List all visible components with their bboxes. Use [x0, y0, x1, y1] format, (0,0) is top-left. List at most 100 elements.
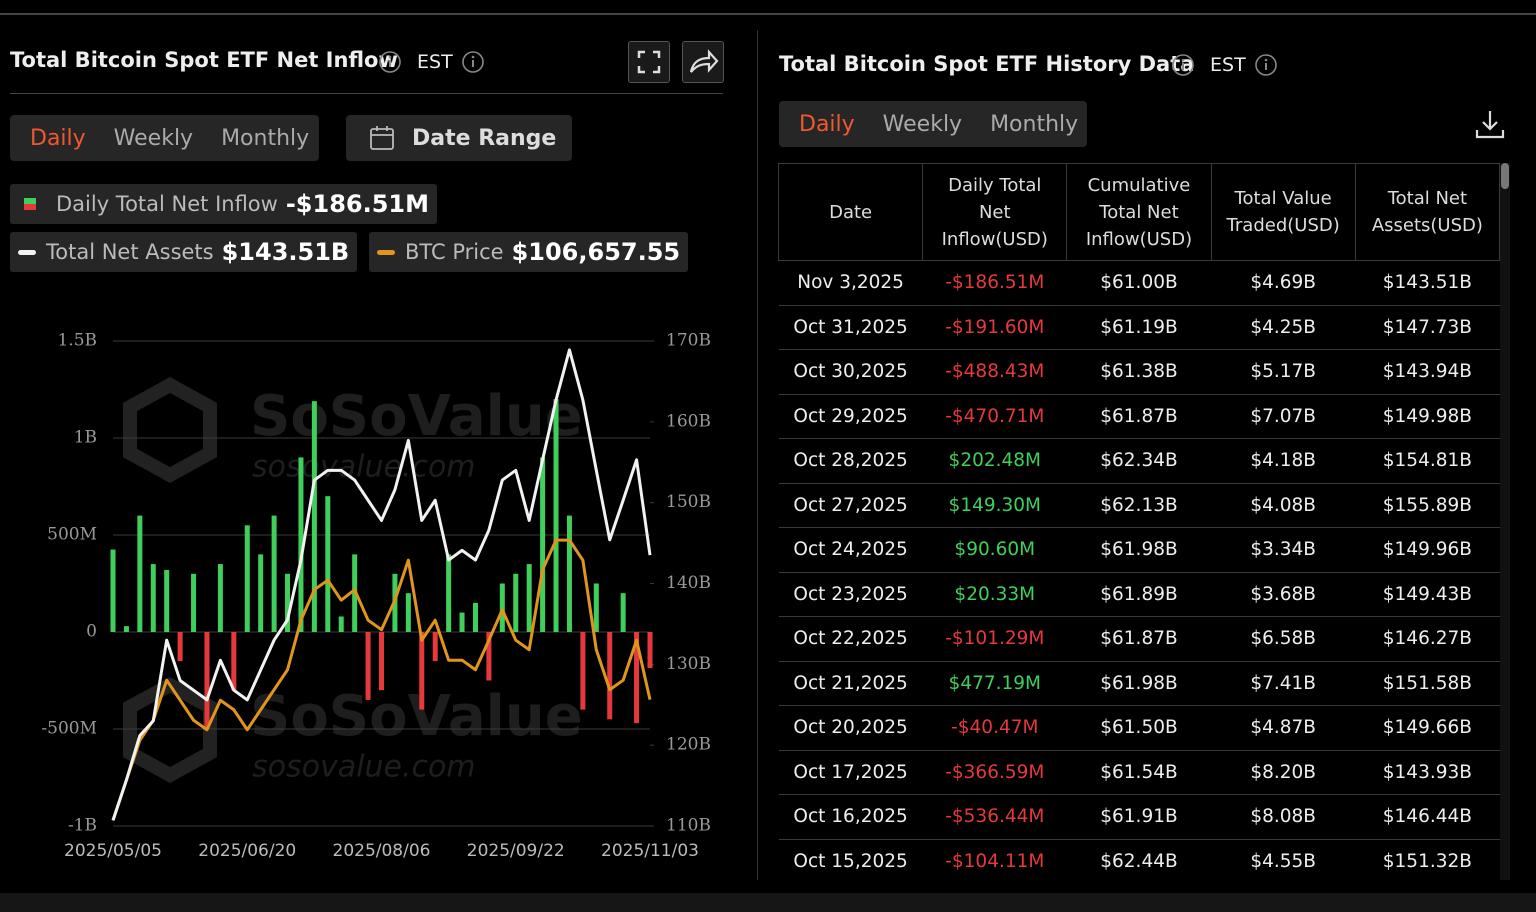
table-cell: $149.30M [922, 483, 1067, 528]
table-cell: Oct 15,2025 [778, 839, 923, 880]
tab[interactable]: Monthly [221, 125, 310, 151]
table-cell: $7.07B [1211, 394, 1356, 439]
table-row: Oct 20,2025 -$40.47M $61.50B $4.87B $149.66B [778, 705, 1500, 751]
share-button[interactable] [682, 41, 724, 83]
table-row: Oct 22,2025 -$101.29M $61.87B $6.58B $146.27… [778, 616, 1500, 662]
bottom-bar [0, 893, 1536, 912]
table-cell: -$104.11M [922, 839, 1067, 880]
info-icon[interactable] [1171, 53, 1195, 77]
fullscreen-button[interactable] [628, 41, 670, 83]
tab[interactable]: Weekly [113, 125, 194, 151]
divider [10, 93, 723, 94]
bar [311, 401, 317, 632]
date-range-label: Date Range [412, 125, 557, 151]
panel-title: Total Bitcoin Spot ETF Net Inflow [10, 48, 398, 72]
table-cell: $147.73B [1355, 305, 1500, 350]
table-cell: Oct 17,2025 [778, 750, 923, 795]
table-cell: $149.98B [1355, 394, 1500, 439]
info-icon[interactable] [1254, 53, 1278, 77]
bar [244, 525, 250, 632]
tab[interactable]: Weekly [882, 111, 963, 137]
tab[interactable]: Monthly [990, 111, 1079, 137]
table-cell: $143.94B [1355, 349, 1500, 395]
table-cell: $149.96B [1355, 527, 1500, 573]
table-cell: -$101.29M [922, 616, 1067, 662]
table-cell: $61.98B [1066, 661, 1212, 706]
table-cell: $62.13B [1066, 483, 1212, 528]
table-row: Oct 16,2025 -$536.44M $61.91B $8.08B $146.44… [778, 794, 1500, 840]
watermark-brand: SoSoValue [250, 384, 583, 449]
table-cell: $3.34B [1211, 527, 1356, 573]
table-cell: $143.51B [1355, 260, 1500, 306]
legend-value: $106,657.55 [511, 238, 681, 266]
table-cell: $154.81B [1355, 438, 1500, 484]
table-cell: $149.43B [1355, 572, 1500, 617]
bar [298, 457, 304, 632]
table-cell: Oct 22,2025 [778, 616, 923, 662]
bar [486, 632, 492, 681]
bar [191, 573, 197, 632]
table-cell: Oct 24,2025 [778, 527, 923, 573]
calendar-icon [370, 126, 394, 150]
table-cell: $61.87B [1066, 616, 1212, 662]
bar [620, 593, 626, 632]
tab[interactable]: Daily [30, 125, 86, 151]
tab[interactable]: Daily [799, 111, 855, 137]
table-cell: Oct 29,2025 [778, 394, 923, 439]
watermark-url: sosovalue.com [252, 750, 476, 785]
legend-label: Total Net Assets [46, 240, 214, 264]
info-icon[interactable] [461, 50, 485, 74]
table-cell: $61.89B [1066, 572, 1212, 617]
download-button[interactable] [1474, 108, 1506, 140]
line [111, 538, 652, 821]
legend-item[interactable]: Total Net Assets $143.51B [10, 232, 358, 272]
bar [526, 564, 532, 632]
y2-tick-label: 140B [666, 573, 711, 593]
table-cell: Oct 31,2025 [778, 305, 923, 350]
bar [137, 515, 143, 632]
table-cell: Oct 21,2025 [778, 661, 923, 706]
table-cell: Nov 3,2025 [778, 260, 923, 306]
legend-value: $143.51B [221, 238, 350, 266]
table-cell: $62.44B [1066, 839, 1212, 880]
table-cell: $143.93B [1355, 750, 1500, 795]
table-cell: $146.44B [1355, 794, 1500, 840]
x-tick-label: 2025/05/05 [64, 841, 162, 861]
table-cell: Oct 23,2025 [778, 572, 923, 617]
y-tick-label: 1.5B [57, 331, 97, 351]
bar [231, 632, 237, 691]
legend-item[interactable]: BTC Price $106,657.55 [369, 232, 689, 272]
column-header: Cumulative Total Net Inflow(USD) [1066, 163, 1212, 261]
legend-item[interactable]: Daily Total Net Inflow -$186.51M [10, 184, 437, 224]
bar [593, 583, 599, 632]
y2-tick-label: 130B [666, 654, 711, 674]
y2-tick-label: 110B [666, 816, 711, 836]
table-cell: $61.38B [1066, 349, 1212, 395]
table-row: Nov 3,2025 -$186.51M $61.00B $4.69B $143.51B [778, 260, 1500, 306]
bar [566, 515, 572, 632]
table-cell: $61.91B [1066, 794, 1212, 840]
info-icon[interactable] [378, 50, 402, 74]
bar [405, 593, 411, 632]
table-row: Oct 21,2025 $477.19M $61.98B $7.41B $151.58B [778, 661, 1500, 706]
x-tick-label: 2025/09/22 [467, 841, 565, 861]
y2-tick-label: 160B [666, 411, 711, 431]
table-cell: $151.58B [1355, 661, 1500, 706]
table-cell: $8.20B [1211, 750, 1356, 795]
table-cell: $155.89B [1355, 483, 1500, 528]
line [111, 348, 652, 821]
table-cell: $4.25B [1211, 305, 1356, 350]
date-range-button[interactable]: Date Range [346, 115, 572, 161]
y-tick-label: 500M [47, 525, 97, 545]
scrollbar-thumb[interactable] [1501, 163, 1509, 189]
bar [472, 602, 478, 632]
bar [647, 632, 653, 669]
x-tick-label: 2025/06/20 [198, 841, 296, 861]
table-cell: $90.60M [922, 527, 1067, 573]
scrollbar-track [1500, 163, 1510, 880]
bar [540, 457, 546, 632]
bar [607, 632, 613, 720]
table-cell: -$40.47M [922, 705, 1067, 751]
table-cell: $149.66B [1355, 705, 1500, 751]
y-tick-label: 1B [74, 428, 97, 448]
